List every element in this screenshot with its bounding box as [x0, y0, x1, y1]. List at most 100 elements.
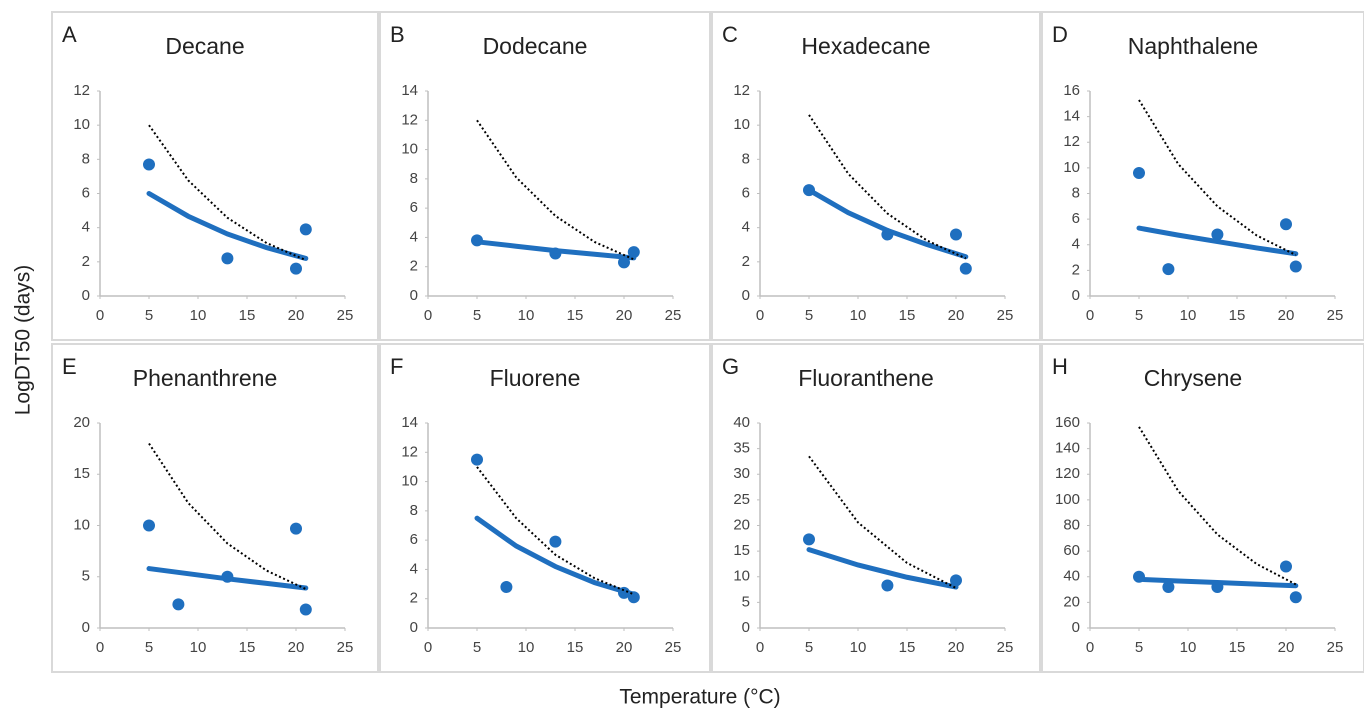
data-point	[172, 598, 185, 611]
data-point	[627, 246, 640, 259]
y-tick-label: 12	[1063, 133, 1080, 150]
x-tick-label: 15	[567, 307, 584, 324]
panel-title: Decane	[165, 33, 244, 59]
x-tick-label: 10	[518, 307, 535, 324]
y-tick-label: 8	[1072, 184, 1080, 201]
panel-letter: B	[390, 22, 405, 47]
x-tick-label: 15	[1229, 307, 1246, 324]
dotted-line	[808, 114, 967, 260]
y-tick-label: 100	[1055, 491, 1080, 508]
y-tick-label: 14	[1063, 108, 1080, 125]
dotted-line	[1138, 426, 1297, 586]
x-tick-label: 20	[616, 639, 633, 656]
y-tick-label: 4	[1072, 236, 1080, 253]
y-tick-label: 80	[1063, 516, 1080, 533]
data-point	[950, 574, 962, 587]
dotted-line	[476, 119, 635, 261]
x-tick-label: 20	[288, 307, 305, 324]
panel-letter: E	[62, 354, 77, 379]
x-tick-label: 15	[567, 639, 584, 656]
y-tick-label: 14	[401, 414, 418, 431]
panel-letter: D	[1052, 22, 1068, 47]
x-tick-label: 0	[1086, 639, 1094, 656]
data-point	[1162, 581, 1175, 593]
panel: C Hexadecane 0 2 4 6 8 10 12 0 5 10 15 20 25	[711, 11, 1041, 341]
y-tick-label: 0	[1072, 287, 1080, 304]
y-tick-label: 2	[410, 590, 418, 607]
y-tick-label: 5	[82, 568, 90, 585]
y-tick-label: 12	[401, 443, 418, 460]
x-tick-label: 25	[1327, 307, 1344, 324]
data-point	[803, 533, 815, 546]
y-tick-label: 8	[410, 170, 418, 187]
y-tick-label: 12	[73, 82, 90, 99]
panel-letter: C	[722, 22, 738, 47]
x-tick-label: 0	[424, 307, 432, 324]
data-point	[471, 453, 483, 466]
x-tick-label: 15	[899, 639, 916, 656]
data-point	[299, 223, 312, 236]
x-tick-label: 20	[948, 307, 965, 324]
x-tick-label: 25	[665, 307, 682, 324]
x-tick-label: 25	[997, 639, 1014, 656]
y-tick-label: 20	[73, 414, 90, 431]
y-tick-label: 35	[733, 440, 750, 457]
y-tick-label: 120	[1055, 465, 1080, 482]
fit-line	[474, 239, 637, 261]
x-tick-label: 10	[850, 639, 867, 656]
panel-letter: H	[1052, 354, 1068, 379]
y-tick-label: 14	[401, 82, 418, 99]
y-tick-label: 8	[82, 150, 90, 167]
y-tick-label: 10	[733, 568, 750, 585]
dotted-line	[808, 455, 957, 589]
x-tick-label: 20	[1278, 639, 1295, 656]
y-tick-label: 0	[82, 287, 90, 304]
y-tick-label: 6	[742, 184, 750, 201]
x-tick-label: 20	[288, 639, 305, 656]
data-point	[549, 535, 562, 548]
y-tick-label: 20	[733, 516, 750, 533]
panel-letter: A	[62, 22, 77, 47]
y-tick-label: 10	[733, 116, 750, 133]
y-tick-label: 6	[410, 199, 418, 216]
panel: F Fluorene 0 2 4 6 8 10 12 14 0 5 10 15 20 25	[379, 343, 711, 673]
y-tick-label: 5	[742, 593, 750, 610]
x-tick-label: 5	[145, 639, 153, 656]
y-tick-label: 12	[401, 111, 418, 128]
data-point	[299, 603, 312, 616]
data-point	[500, 581, 513, 593]
x-tick-label: 5	[1135, 307, 1143, 324]
y-tick-label: 10	[73, 516, 90, 533]
panel-title: Hexadecane	[801, 33, 930, 59]
panel-frame	[379, 343, 711, 673]
fit-line	[474, 515, 637, 597]
data-point	[1280, 560, 1292, 573]
y-tick-label: 4	[82, 219, 90, 236]
y-tick-label: 0	[410, 287, 418, 304]
fit-line	[146, 566, 309, 591]
data-point	[221, 252, 234, 265]
y-tick-label: 16	[1063, 82, 1080, 99]
x-tick-label: 10	[1180, 307, 1197, 324]
y-tick-label: 160	[1055, 414, 1080, 431]
y-tick-label: 6	[82, 184, 90, 201]
y-tick-label: 4	[410, 228, 418, 245]
y-tick-label: 2	[742, 253, 750, 270]
x-tick-label: 25	[1327, 639, 1344, 656]
x-tick-label: 25	[665, 639, 682, 656]
x-tick-label: 20	[948, 639, 965, 656]
y-tick-label: 10	[401, 141, 418, 158]
x-axis-title: Temperature (°C)	[619, 686, 780, 709]
panel-frame	[379, 11, 711, 341]
panel: B Dodecane 0 2 4 6 8 10 12 14 0 5 10 15 20 25	[379, 11, 711, 341]
panel-letter: F	[390, 354, 403, 379]
y-tick-label: 4	[410, 560, 418, 577]
y-tick-label: 0	[82, 619, 90, 636]
y-tick-label: 20	[1063, 593, 1080, 610]
data-point	[290, 522, 302, 535]
panel-letter: G	[722, 354, 739, 379]
x-tick-label: 10	[190, 307, 207, 324]
panel-frame	[51, 343, 379, 673]
panel-title: Dodecane	[483, 33, 588, 59]
data-point	[143, 158, 155, 171]
